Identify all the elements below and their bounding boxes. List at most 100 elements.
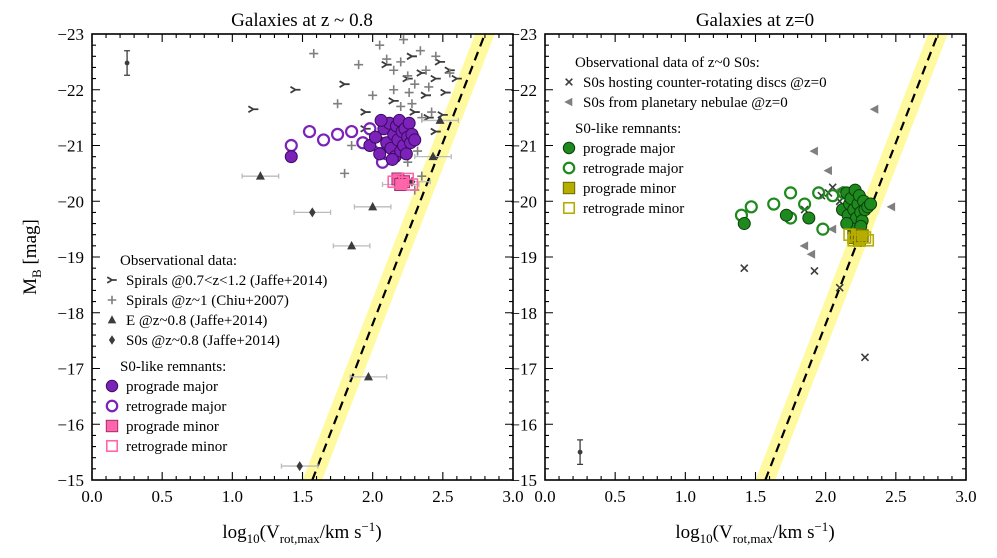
panel-left-point-circle_open [302,124,317,139]
panel-left-scatter-band [302,34,495,480]
panel-right-relation-line [764,34,939,480]
panel-left-x-tick-label: 2.5 [432,487,453,506]
panel-left-point-plus [427,107,437,117]
panel-left-point-diamond [296,461,303,472]
panel-left-marks [124,35,462,472]
panel-left-point-tri_y [430,74,441,83]
panel-right-x-tick-label: 0.5 [605,487,626,506]
panel-left-legend: Observational data: Spirals @0.7<z<1.2 (J… [105,253,327,455]
panel-right-point-circle_open [767,197,781,211]
panel-left-point-plus [417,171,427,181]
panel-right-x-tick-label: 2.0 [815,487,836,506]
panel-left-legend-label: S0s @z~0.8 (Jaffe+2014) [126,333,280,349]
panel-left-point-square_open [405,178,419,191]
panel-left-point-plus [396,101,406,111]
panel-right-point-tri_left [809,146,818,156]
panel-left-point-circle_fill [402,116,416,130]
panel-left-point-circle_open [345,124,359,139]
panel-left-point-tri_y [409,108,420,116]
panel-left-title: Galaxies at z ~ 0.8 [231,10,373,31]
panel-right-ticks: 0.0 0.5 1.0 1.5 2.0 2.5 3.0 −15 −16 −17 −18 −19 −20 −… [510,25,976,506]
panel-right-y-tick-label: −22 [510,81,537,100]
panel-left-y-tick-label: −19 [57,248,84,267]
panel-right-x-tick-label: 1.5 [745,487,766,506]
panel-left-legend-title-obs: Observational data: [120,253,237,269]
panel-left-sample-error-bar [124,50,131,76]
panel-right-point-circle_open [744,200,758,214]
panel-left-point-plus [340,168,350,178]
panel-right-plot [577,34,948,480]
panel-left-point-circle_fill [284,150,298,164]
panel-left-point-circle_fill [399,147,413,161]
panel-left-legend-marker [106,276,117,284]
panel-left-point-triangle [428,151,438,161]
panel-right-point-x [740,264,749,273]
panel-left-point-tri_y [406,52,417,61]
panel-right-legend-marker [564,97,573,107]
panel-right-x-tick-label: 1.0 [675,487,696,506]
panel-left-point-tri_y [440,88,451,97]
panel-right-point-circle_open [783,186,798,200]
panel-right-point-circle_fill [840,217,854,231]
panel-right-point-circle_fill [864,197,878,211]
panel-right-legend-label: prograde minor [583,181,676,197]
panel-left-relation-line [311,34,486,480]
panel-right-y-tick-label: −19 [510,248,537,267]
y-axis-label: MB [mag] [20,219,44,295]
panel-left-point-plus [375,40,385,50]
panel-left-legend-label: Spirals @0.7<z<1.2 (Jaffe+2014) [126,273,327,289]
panel-right-y-tick-label: −16 [510,415,537,434]
panel-left-legend-marker [105,419,119,433]
panel-left-point-plus [407,99,417,109]
panel-left-legend-marker [107,315,117,324]
panel-right-point-circle_fill [802,211,816,225]
panel-right-legend-marker [562,181,576,195]
panel-left-point-circle_fill [368,130,382,144]
x-axis-label-left: log10(Vrot,max/km s−1) [222,519,381,546]
panel-left-series-circle_fill [284,113,422,166]
panel-right-series-square_open [843,228,875,247]
panel-right-legend-label: S0s from planetary nebulae @z=0 [583,95,788,111]
panel-left-legend-label: prograde major [126,379,218,395]
panel-left-x-tick-label: 1.5 [292,487,313,506]
panel-left-x-tick-label: 3.0 [502,487,523,506]
x-axis-label-right: log10(Vrot,max/km s−1) [675,519,834,546]
panel-left-y-tick-label: −15 [57,471,84,490]
panel-right-legend-label: S0s hosting counter-rotating discs @z=0 [583,75,827,91]
panel-left-point-plus [410,79,420,89]
panel-left-legend-label: prograde minor [126,419,219,435]
panel-left-point-circle_open [330,127,345,141]
panel-right-point-x [835,283,844,292]
panel-right-legend-marker [562,141,576,155]
panel-right-legend: Observational data of z~0 S0s: S0s hostin… [562,55,827,217]
panel-right-point-tri_left [827,224,837,234]
panel-left-legend-title-rem: S0-like remnants: [120,359,226,375]
panel-left-legend-label: Spirals @z~1 (Chiu+2007) [126,293,289,309]
panel-left-point-circle_fill [373,147,387,161]
panel-left-point-plus [431,51,441,61]
panel-right-y-tick-label: −17 [510,360,537,379]
panel-right-point-square_open [861,233,875,247]
panel-left-legend-marker [107,295,117,305]
panel-right-x-tick-label: 2.5 [885,487,906,506]
panel-left-point-plus [415,46,425,56]
panel-right-point-circle_open [798,197,812,211]
panel-left-legend-label: retrograde minor [126,439,227,455]
panel-left-y-tick-label: −23 [57,25,84,44]
panel-right: Galaxies at z=0 0.0 0.5 1.0 1.5 2.0 2.5 3.0 −15… [510,10,976,506]
panel-right-title: Galaxies at z=0 [696,10,814,31]
panel-right-point-circle_open [826,189,840,203]
panel-left-point-tri_y [247,105,259,114]
panel-left-y-tick-label: −17 [57,360,84,379]
panel-right-point-tri_left [806,249,816,259]
panel-right-point-x [860,353,870,362]
panel-right-y-tick-label: −15 [510,471,537,490]
panel-left-point-plus [368,90,378,100]
panel-left-point-tri_y [430,127,441,136]
panel-left: Galaxies at z ~ 0.8 0.0 0.5 1.0 1.5 2.0 2.5 3.… [57,10,523,506]
panel-right-point-x [810,266,819,276]
panel-right-marks [577,104,896,466]
panel-right-point-circle_fill [779,208,793,222]
panel-right-point-square_open [858,231,872,244]
